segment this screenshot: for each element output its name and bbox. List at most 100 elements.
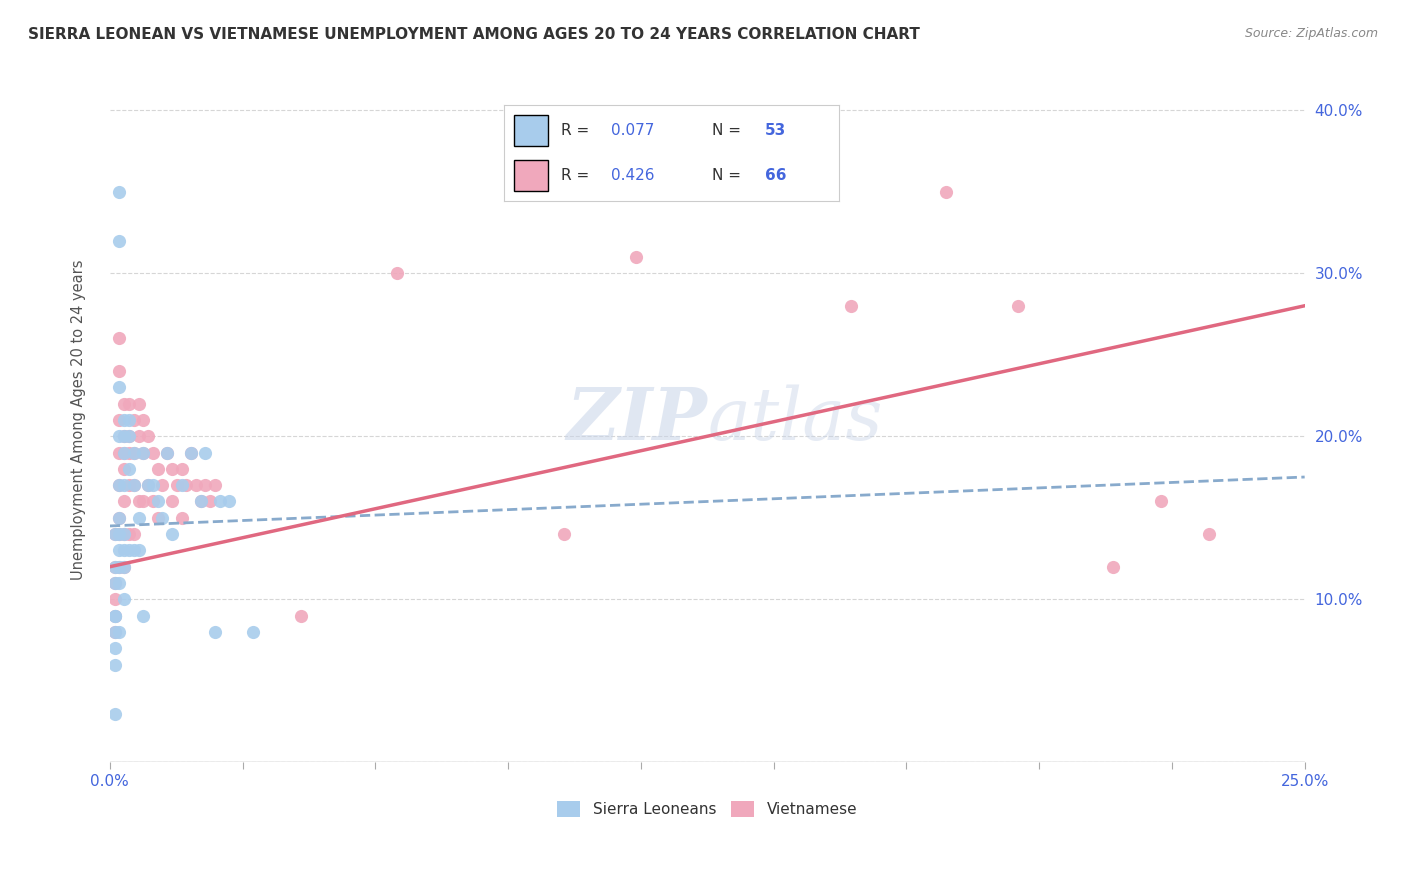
Point (104, 559, 127, 574)
Point (108, 559, 131, 574)
Legend: Sierra Leoneans, Vietnamese: Sierra Leoneans, Vietnamese (551, 795, 863, 823)
Point (136, 478, 159, 492)
Point (204, 624, 226, 639)
Point (194, 478, 217, 492)
Point (118, 396, 141, 410)
Point (170, 478, 193, 492)
Point (112, 559, 135, 574)
Point (180, 445, 202, 459)
Point (112, 396, 135, 410)
Point (200, 494, 222, 508)
Point (190, 494, 212, 508)
Text: atlas: atlas (707, 384, 883, 455)
Point (104, 608, 127, 623)
Point (104, 527, 127, 541)
Point (242, 624, 264, 639)
Point (108, 527, 131, 541)
Point (156, 445, 179, 459)
Point (218, 494, 240, 508)
Point (108, 478, 131, 492)
Point (108, 380, 131, 394)
Point (132, 608, 155, 623)
Point (624, 250, 647, 264)
Point (1150, 494, 1173, 508)
Point (1198, 527, 1220, 541)
Point (128, 396, 150, 410)
Point (104, 624, 127, 639)
Point (118, 413, 141, 427)
Point (839, 299, 862, 313)
Point (176, 478, 198, 492)
Point (112, 527, 135, 541)
Point (122, 478, 145, 492)
Point (108, 527, 131, 541)
Point (112, 527, 135, 541)
Point (112, 543, 135, 558)
Point (104, 592, 127, 607)
Point (128, 429, 150, 443)
Point (142, 494, 165, 508)
Point (108, 364, 131, 378)
Text: Source: ZipAtlas.com: Source: ZipAtlas.com (1244, 27, 1378, 40)
Point (108, 234, 131, 248)
Point (118, 429, 141, 443)
Point (108, 624, 131, 639)
Point (108, 510, 131, 524)
Point (194, 445, 217, 459)
Point (104, 559, 127, 574)
Point (108, 576, 131, 591)
Point (112, 429, 135, 443)
Point (122, 445, 145, 459)
Point (104, 608, 127, 623)
Point (104, 527, 127, 541)
Point (1007, 299, 1029, 313)
Point (112, 413, 135, 427)
Point (170, 462, 193, 476)
Point (152, 510, 174, 524)
Point (108, 413, 131, 427)
Point (112, 445, 135, 459)
Point (104, 641, 127, 656)
Point (935, 185, 957, 199)
Point (132, 413, 155, 427)
Point (180, 445, 202, 459)
Point (118, 527, 141, 541)
Point (190, 494, 212, 508)
Point (112, 462, 135, 476)
Point (142, 478, 165, 492)
Point (122, 478, 145, 492)
Point (108, 331, 131, 345)
Point (108, 478, 131, 492)
Point (118, 478, 141, 492)
Point (132, 445, 155, 459)
Point (170, 510, 193, 524)
Point (118, 462, 141, 476)
Point (118, 543, 141, 558)
Point (1102, 559, 1125, 574)
Point (104, 576, 127, 591)
Point (122, 413, 145, 427)
Point (146, 494, 169, 508)
Point (112, 429, 135, 443)
Point (160, 462, 183, 476)
Point (136, 478, 159, 492)
Point (108, 510, 131, 524)
Point (108, 543, 131, 558)
Point (204, 478, 226, 492)
Point (112, 592, 135, 607)
Point (112, 445, 135, 459)
Point (112, 494, 135, 508)
Point (104, 624, 127, 639)
Point (208, 494, 231, 508)
Point (146, 462, 169, 476)
Point (104, 657, 127, 672)
Point (166, 478, 188, 492)
Point (152, 478, 174, 492)
Point (146, 510, 169, 524)
Point (290, 608, 312, 623)
Point (104, 706, 127, 721)
Text: SIERRA LEONEAN VS VIETNAMESE UNEMPLOYMENT AMONG AGES 20 TO 24 YEARS CORRELATION : SIERRA LEONEAN VS VIETNAMESE UNEMPLOYMEN… (28, 27, 920, 42)
Point (108, 559, 131, 574)
Point (122, 543, 145, 558)
Point (160, 494, 183, 508)
